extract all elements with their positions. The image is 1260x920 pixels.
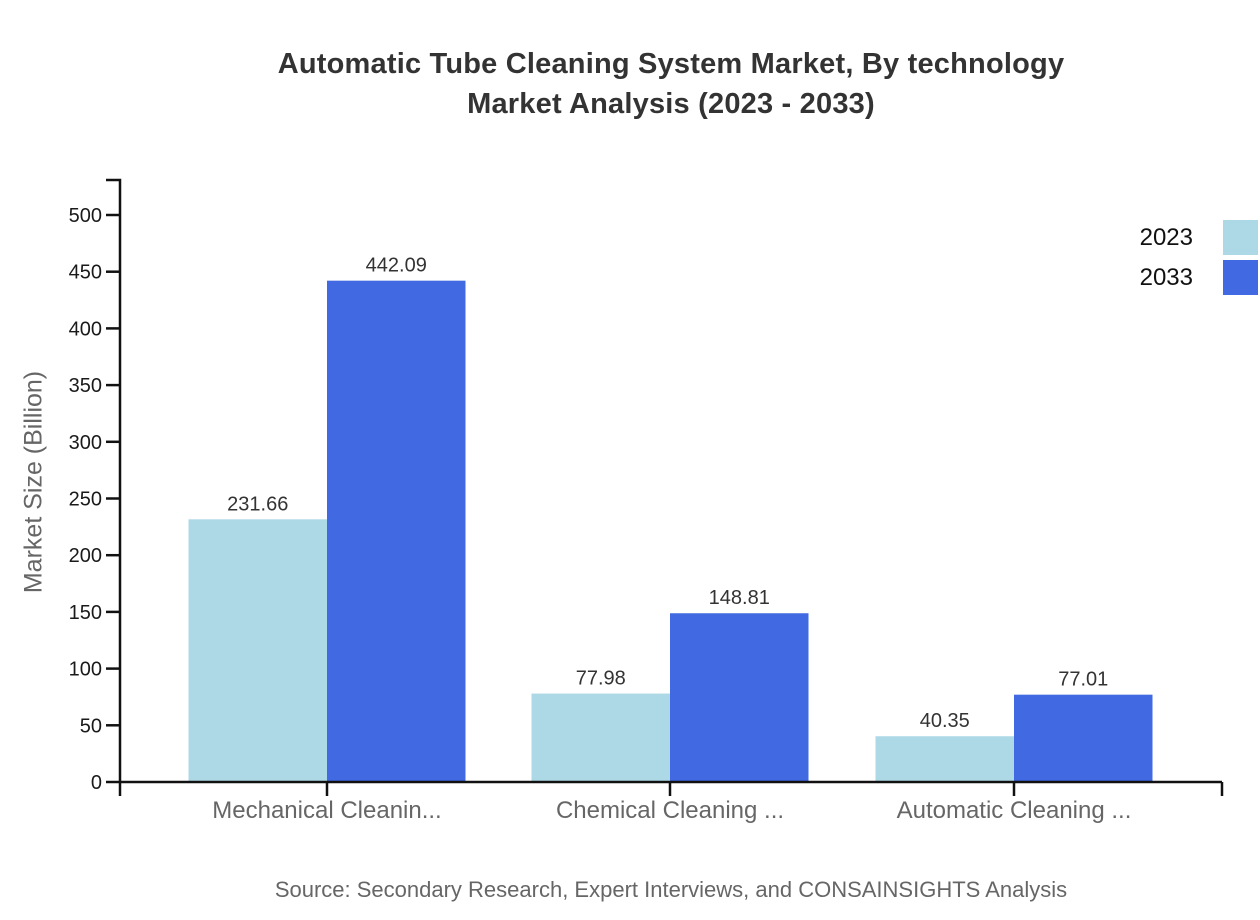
y-tick-label: 250 bbox=[69, 489, 102, 511]
legend-item-2023: 2023 bbox=[1140, 220, 1258, 255]
legend-label-2033: 2033 bbox=[1139, 263, 1193, 291]
chart-title-line1: Automatic Tube Cleaning System Market, B… bbox=[277, 48, 1065, 80]
bar-value-label: 148.81 bbox=[709, 587, 770, 609]
chart-title-line2: Market Analysis (2023 - 2033) bbox=[467, 88, 875, 120]
legend-swatch-2023 bbox=[1223, 220, 1258, 255]
bar-value-label: 40.35 bbox=[920, 710, 970, 732]
y-axis-line bbox=[106, 178, 122, 782]
y-tick-label: 200 bbox=[69, 545, 102, 567]
y-tick-label: 500 bbox=[69, 205, 102, 227]
source-attribution: Source: Secondary Research, Expert Inter… bbox=[274, 877, 1068, 902]
bar-2023-category-2 bbox=[875, 736, 1014, 782]
x-category-label: Chemical Cleaning ... bbox=[556, 797, 784, 824]
y-tick-label: 450 bbox=[69, 262, 102, 284]
bar-value-label: 231.66 bbox=[227, 493, 288, 515]
y-tick-label: 50 bbox=[80, 715, 102, 737]
x-category-label: Automatic Cleaning ... bbox=[897, 797, 1132, 824]
y-tick-label: 400 bbox=[69, 318, 102, 340]
y-tick-label: 0 bbox=[91, 772, 102, 794]
y-tick-label: 100 bbox=[69, 659, 102, 681]
chart-title: Automatic Tube Cleaning System Market, B… bbox=[120, 44, 1222, 124]
y-tick-label: 300 bbox=[69, 432, 102, 454]
legend-item-2033: 2033 bbox=[1140, 260, 1258, 295]
x-category-label: Mechanical Cleanin... bbox=[212, 797, 441, 824]
bar-value-label: 77.01 bbox=[1058, 669, 1108, 691]
bar-2033-category-2 bbox=[1014, 694, 1153, 782]
bar-2033-category-1 bbox=[670, 613, 809, 782]
legend-swatch-2033 bbox=[1223, 260, 1258, 295]
bar-2023-category-1 bbox=[531, 693, 670, 782]
y-tick-label: 350 bbox=[69, 375, 102, 397]
y-tick-label: 150 bbox=[69, 602, 102, 624]
legend-label-2023: 2023 bbox=[1139, 223, 1193, 251]
bar-value-label: 442.09 bbox=[366, 255, 427, 277]
bar-2033-category-0 bbox=[327, 280, 466, 782]
bar-value-label: 77.98 bbox=[576, 668, 626, 690]
legend: 2023 2033 bbox=[1140, 220, 1258, 295]
bar-2023-category-0 bbox=[188, 519, 327, 782]
